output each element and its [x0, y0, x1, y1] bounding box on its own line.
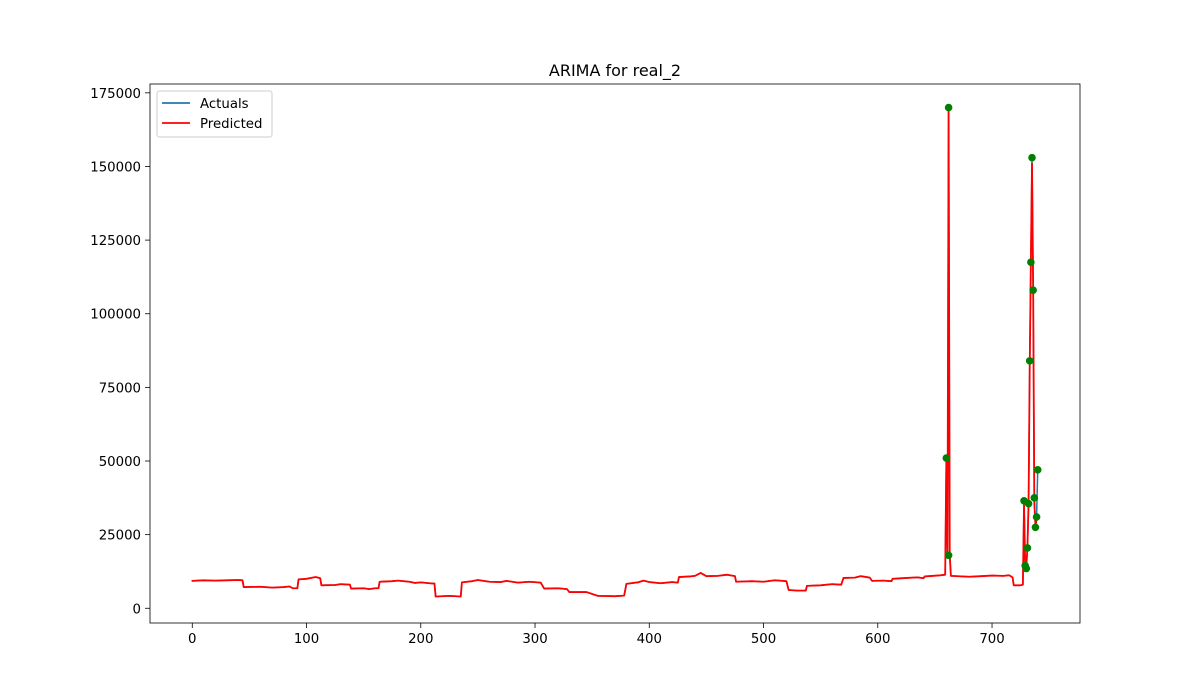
- x-tick-label: 600: [865, 632, 890, 647]
- y-tick-label: 175000: [90, 87, 141, 102]
- legend: Actuals Predicted: [156, 90, 273, 138]
- x-tick-label: 100: [294, 632, 319, 647]
- y-tick-label: 75000: [99, 381, 141, 396]
- anomaly-point: [1024, 499, 1033, 508]
- x-tick-label: 400: [637, 632, 662, 647]
- x-tick-label: 500: [751, 632, 776, 647]
- anomaly-point: [1027, 258, 1035, 266]
- plot-area: [191, 103, 1042, 598]
- anomaly-point: [1022, 564, 1031, 573]
- anomaly-point: [1030, 494, 1039, 502]
- y-tick-label: 100000: [90, 308, 141, 323]
- series-line-predicted: [191, 109, 1038, 598]
- x-tick-label: 0: [188, 632, 196, 647]
- legend-label-predicted: Predicted: [200, 117, 262, 132]
- anomaly-point: [1033, 466, 1042, 474]
- legend-label-actuals: Actuals: [200, 97, 249, 112]
- anomaly-point: [944, 551, 953, 560]
- y-tick-label: 50000: [99, 455, 141, 470]
- chart-title: ARIMA for real_2: [549, 61, 681, 81]
- anomaly-point: [1028, 153, 1036, 162]
- y-tick-label: 125000: [90, 234, 141, 249]
- anomaly-point: [1025, 357, 1034, 365]
- anomaly-point: [1031, 523, 1040, 532]
- anomaly-point: [1032, 513, 1041, 521]
- axes-frame: [149, 83, 1081, 624]
- anomaly-point: [944, 103, 953, 112]
- x-tick-label: 300: [522, 632, 547, 647]
- y-tick-label: 150000: [90, 160, 141, 175]
- anomaly-point: [1029, 286, 1037, 294]
- anomaly-point: [1023, 544, 1032, 552]
- y-tick-label: 25000: [99, 529, 141, 544]
- x-tick-label: 200: [408, 632, 433, 647]
- plot-series-group: [191, 103, 1042, 598]
- x-tick-label: 700: [979, 632, 1004, 647]
- axes: 0 100 200 300 400 500 600 700 0 25000 50000 75000 10…: [90, 83, 1081, 647]
- anomaly-point: [942, 454, 951, 462]
- y-tick-label: 0: [133, 602, 141, 617]
